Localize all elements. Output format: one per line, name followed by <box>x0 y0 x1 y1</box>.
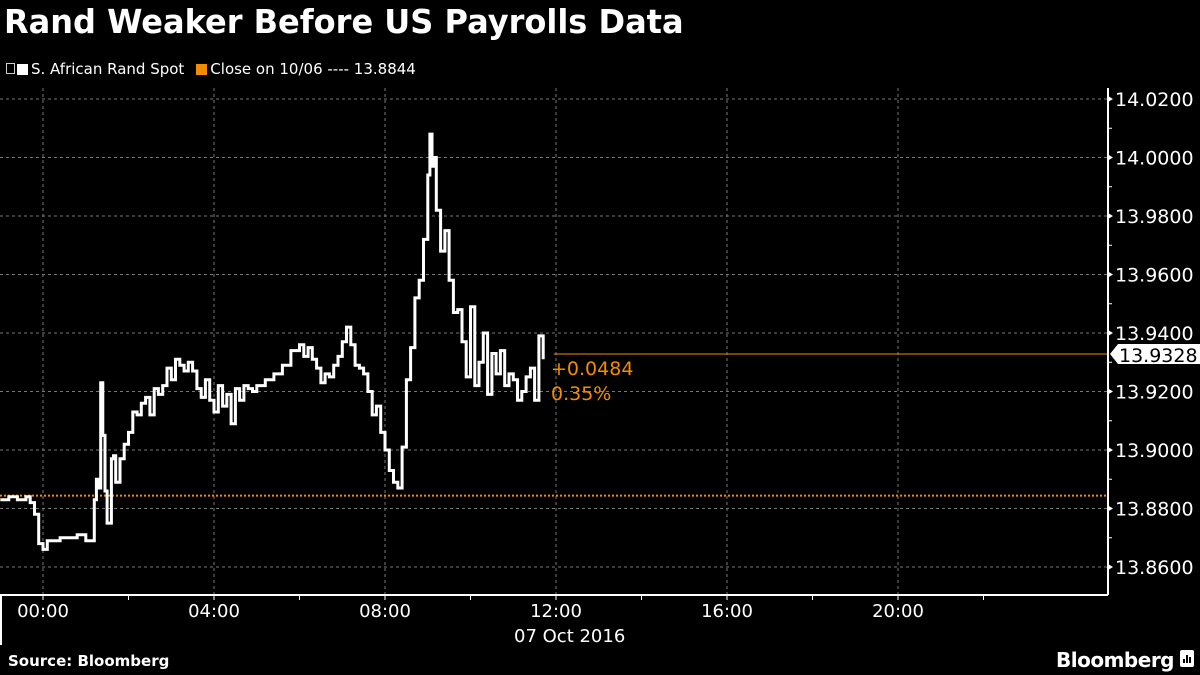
bloomberg-logo-text: Bloomberg <box>1056 648 1174 672</box>
legend-swatch-orange <box>196 63 208 75</box>
x-tick-label: 20:00 <box>872 601 924 622</box>
x-tick-label: 16:00 <box>701 601 753 622</box>
legend-item-previous-close[interactable]: Close on 10/06 ---- 13.8844 <box>196 60 416 78</box>
source-label: Source: Bloomberg <box>8 652 170 670</box>
y-tick-label: 13.8800 <box>1115 499 1194 521</box>
y-tick-label: 13.8600 <box>1115 557 1194 579</box>
y-tick-label: 14.0000 <box>1115 148 1194 170</box>
bloomberg-chart-icon <box>1180 650 1194 667</box>
x-tick-label: 04:00 <box>188 601 240 622</box>
change-annotation: +0.0484 <box>551 358 633 380</box>
change-percent-annotation: 0.35% <box>551 383 611 405</box>
y-tick-label: 13.9000 <box>1115 440 1194 462</box>
gridlines <box>0 88 1108 595</box>
y-tick-label: 13.9600 <box>1115 265 1194 287</box>
x-tick-label: 12:00 <box>530 601 582 622</box>
axes: 14.0200 14.0000 13.9800 13.9600 13.9400 13.92… <box>0 88 1194 645</box>
x-tick-label: 08:00 <box>359 601 411 622</box>
y-tick-label: 14.0200 <box>1115 89 1194 111</box>
x-tick-label: 00:00 <box>17 601 69 622</box>
legend-swatch-white <box>17 63 28 75</box>
last-value-tag: 13.9328 <box>1110 344 1200 367</box>
legend-label-previous-close: Close on 10/06 ---- 13.8844 <box>210 60 416 78</box>
legend: S. African Rand Spot Close on 10/06 ----… <box>6 60 428 78</box>
last-value-label: 13.9328 <box>1119 345 1198 367</box>
x-axis-date-label: 07 Oct 2016 <box>514 626 625 647</box>
legend-item-rand-spot[interactable]: S. African Rand Spot <box>17 60 184 78</box>
chart-title: Rand Weaker Before US Payrolls Data <box>4 2 684 41</box>
y-tick-label: 13.9200 <box>1115 382 1194 404</box>
legend-toggle-icon[interactable] <box>6 62 15 74</box>
y-tick-label: 13.9400 <box>1115 323 1194 345</box>
legend-label-rand-spot: S. African Rand Spot <box>31 60 185 78</box>
y-tick-label: 13.9800 <box>1115 206 1194 228</box>
rand-spot-line <box>0 132 545 551</box>
